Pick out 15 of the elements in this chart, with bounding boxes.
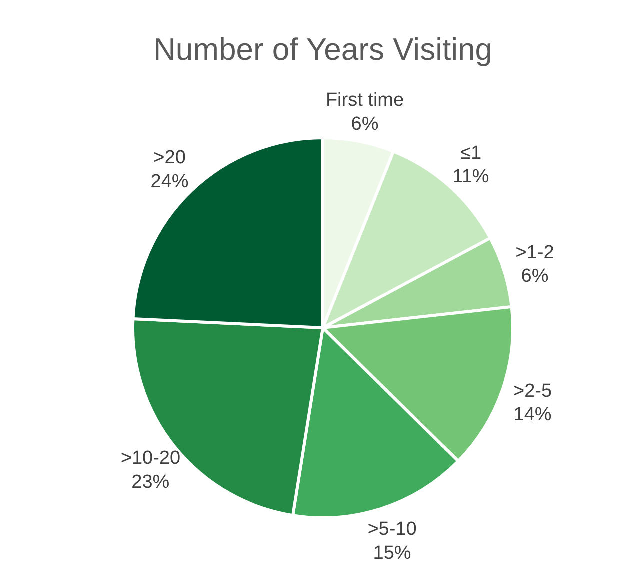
chart-title: Number of Years Visiting <box>154 32 492 67</box>
data-label: 6% <box>351 114 379 135</box>
slice-label: >20 <box>154 148 186 169</box>
data-label: 14% <box>514 404 552 426</box>
slice-label: >1-2 <box>516 242 554 264</box>
data-label: 15% <box>373 542 412 564</box>
slice-label: >2-5 <box>514 380 552 402</box>
slice-label: ≤1 <box>460 142 482 164</box>
data-label: 23% <box>132 472 170 493</box>
slice-label: >10-20 <box>120 448 181 470</box>
data-label: 24% <box>150 171 189 192</box>
slice-label: >5-10 <box>368 519 417 540</box>
data-label: 6% <box>521 266 549 288</box>
data-label: 11% <box>452 166 490 188</box>
slice-label: First time <box>326 90 404 112</box>
